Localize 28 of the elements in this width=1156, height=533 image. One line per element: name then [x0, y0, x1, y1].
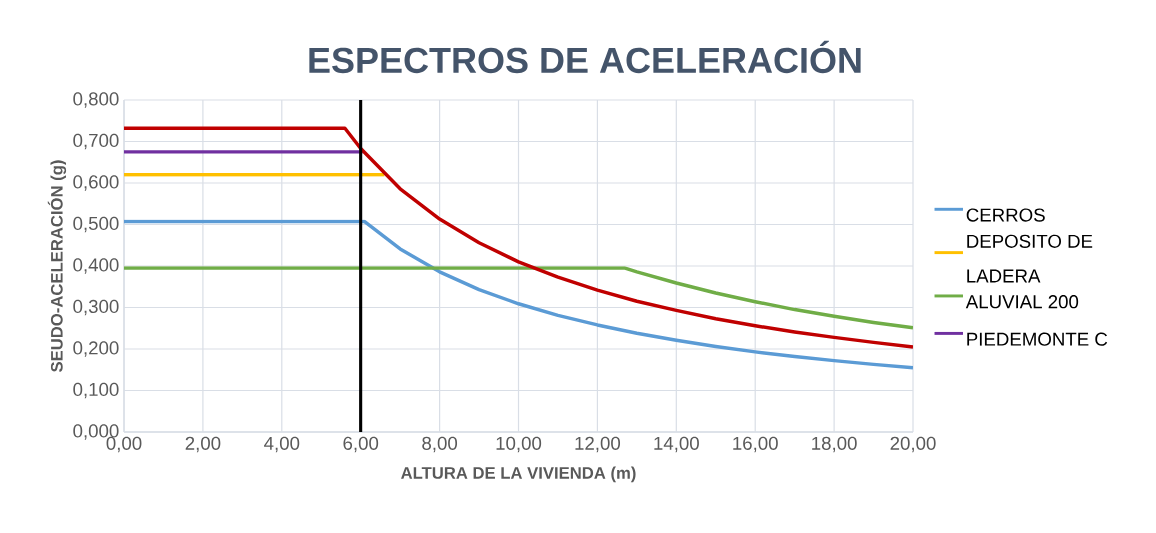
x-tick-label: 10,00 — [496, 436, 542, 453]
x-tick-label: 2,00 — [185, 436, 221, 453]
line-series — [124, 126, 914, 349]
x-axis-title: ALTURA DE LA VIVIENDA (m) — [401, 466, 636, 483]
y-axis-title: SEUDO-ACELERACIÓN (g) — [47, 160, 67, 372]
x-tick-label: 16,00 — [733, 436, 778, 453]
y-tick-label: 0,200 — [73, 341, 119, 357]
y-tick-label: 0,500 — [73, 216, 119, 233]
y-tick-label: 0,300 — [73, 299, 119, 316]
y-tick-label: 0,800 — [73, 92, 119, 108]
y-tick-label: 0,100 — [73, 382, 119, 399]
legend-label: DEPOSITO DE LADERA — [967, 234, 1093, 283]
legend-label: CERROS — [966, 208, 1045, 222]
y-tick-label: 0,700 — [73, 133, 119, 150]
legend-label: ALUVIAL 200 — [965, 295, 1079, 309]
x-tick-label: 18,00 — [812, 436, 857, 453]
x-tick-label: 14,00 — [654, 436, 699, 453]
line-series — [124, 219, 914, 370]
x-tick-label: 20,00 — [890, 436, 936, 453]
x-tick-label: 12,00 — [575, 436, 621, 453]
y-tick-label: 0,400 — [73, 258, 119, 274]
x-tick-label: 4,00 — [264, 436, 300, 453]
chart-title: ESPECTROS DE ACELERACIÓN — [309, 40, 861, 74]
line-series — [124, 266, 914, 330]
x-tick-label: 6,00 — [343, 436, 379, 453]
x-tick-label: 8,00 — [422, 436, 458, 453]
legend-label: PIEDEMONTE C — [967, 332, 1108, 346]
y-tick-label: 0,600 — [73, 175, 119, 191]
